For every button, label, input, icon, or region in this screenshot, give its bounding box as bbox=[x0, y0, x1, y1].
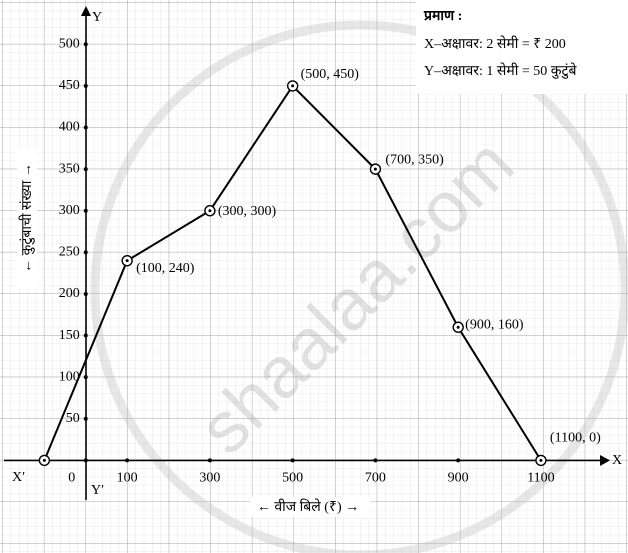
x-tick bbox=[456, 458, 461, 463]
data-point-center bbox=[539, 458, 543, 462]
watermark-circle bbox=[90, 20, 628, 553]
y-tick bbox=[83, 333, 88, 338]
x-arrow bbox=[600, 455, 610, 466]
y-tick bbox=[83, 42, 88, 47]
data-label: (300, 300) bbox=[218, 204, 277, 219]
y-arrow bbox=[81, 6, 91, 16]
y-tick-label: 250 bbox=[59, 245, 80, 260]
scale-title: प्रमाण : bbox=[423, 9, 462, 24]
x-tick bbox=[83, 458, 88, 463]
x-tick bbox=[125, 458, 130, 463]
x-tick-label: 0 bbox=[68, 471, 75, 486]
y-tick bbox=[83, 167, 88, 172]
data-point-center bbox=[456, 325, 460, 329]
y-label-bg bbox=[17, 148, 37, 288]
y-tick bbox=[83, 208, 88, 213]
y-tick bbox=[83, 83, 88, 88]
y-tick bbox=[83, 125, 88, 130]
x-tick bbox=[207, 458, 212, 463]
y-tick-label: 300 bbox=[59, 203, 80, 218]
data-label: (900, 160) bbox=[465, 317, 524, 332]
y-tick-label: 400 bbox=[59, 120, 80, 135]
scale-line: X–अक्षावर: 2 सेमी = ₹ 200 bbox=[424, 35, 566, 52]
data-label: (700, 350) bbox=[385, 152, 444, 167]
y-tick bbox=[83, 375, 88, 380]
x-tick-label: 500 bbox=[282, 471, 303, 486]
scale-line: Y–अक्षावर: 1 सेमी = 50 कुटुंबे bbox=[424, 62, 578, 79]
y-tick-label: 350 bbox=[59, 161, 80, 176]
data-point-center bbox=[208, 209, 212, 213]
y-axis-label: ← कुटुंबाची संख्या → bbox=[18, 163, 35, 273]
axis-name-x-neg: X′ bbox=[12, 470, 25, 485]
data-point-center bbox=[42, 458, 46, 462]
axis-name-y: Y bbox=[92, 10, 102, 25]
scale-box bbox=[416, 0, 628, 94]
y-tick bbox=[83, 291, 88, 296]
axis-name-y-neg: Y′ bbox=[91, 483, 104, 498]
x-tick-label: 900 bbox=[448, 471, 469, 486]
y-tick-label: 500 bbox=[59, 37, 80, 52]
data-label: (100, 240) bbox=[136, 261, 195, 276]
data-label: (500, 450) bbox=[301, 67, 360, 82]
y-tick-label: 450 bbox=[59, 78, 80, 93]
x-tick bbox=[373, 458, 378, 463]
x-label-bg bbox=[250, 497, 370, 517]
data-point-center bbox=[373, 167, 377, 171]
data-point-center bbox=[291, 84, 295, 88]
x-tick-label: 100 bbox=[117, 471, 138, 486]
data-label: (1100, 0) bbox=[550, 431, 601, 446]
x-axis-label: ← वीज बिले (₹) → bbox=[257, 498, 359, 515]
y-tick-label: 50 bbox=[66, 411, 80, 426]
y-tick-label: 200 bbox=[59, 286, 80, 301]
y-tick bbox=[83, 250, 88, 255]
axis-name-x: X bbox=[612, 453, 622, 468]
x-tick-label: 1100 bbox=[527, 471, 554, 486]
y-tick-label: 150 bbox=[59, 328, 80, 343]
y-tick-label: 100 bbox=[59, 369, 80, 384]
x-tick bbox=[290, 458, 295, 463]
x-tick-label: 700 bbox=[365, 471, 386, 486]
x-tick-label: 300 bbox=[199, 471, 220, 486]
data-point-center bbox=[125, 259, 129, 263]
y-tick bbox=[83, 416, 88, 421]
